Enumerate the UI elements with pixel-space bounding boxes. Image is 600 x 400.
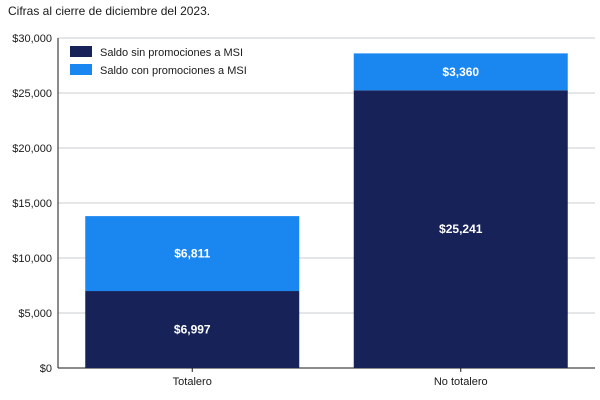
bar-segment-sin-msi[interactable] bbox=[85, 291, 300, 368]
x-category-label: Totalero bbox=[173, 376, 212, 388]
chart-subtitle: Cifras al cierre de diciembre del 2023. bbox=[8, 4, 211, 18]
data-label: $6,997 bbox=[174, 323, 211, 337]
bar-segment-con-msi[interactable] bbox=[85, 216, 300, 292]
y-tick-label: $20,000 bbox=[12, 143, 52, 155]
data-label: $25,241 bbox=[439, 222, 483, 236]
legend-label: Saldo sin promociones a MSI bbox=[100, 47, 243, 59]
data-label: $6,811 bbox=[174, 247, 210, 261]
y-tick-label: $25,000 bbox=[12, 88, 52, 100]
y-tick-label: $5,000 bbox=[18, 308, 52, 320]
legend-swatch bbox=[70, 46, 92, 57]
y-tick-label: $10,000 bbox=[12, 253, 52, 265]
y-tick-label: $30,000 bbox=[12, 33, 52, 45]
y-tick-label: $15,000 bbox=[12, 198, 52, 210]
bar-segment-con-msi[interactable] bbox=[353, 53, 568, 91]
x-category-label: No totalero bbox=[434, 376, 488, 388]
bar-segment-sin-msi[interactable] bbox=[353, 90, 568, 368]
legend-label: Saldo con promociones a MSI bbox=[100, 65, 247, 77]
legend-swatch bbox=[70, 64, 92, 75]
data-label: $3,360 bbox=[442, 65, 479, 79]
y-tick-label: $0 bbox=[40, 363, 52, 375]
